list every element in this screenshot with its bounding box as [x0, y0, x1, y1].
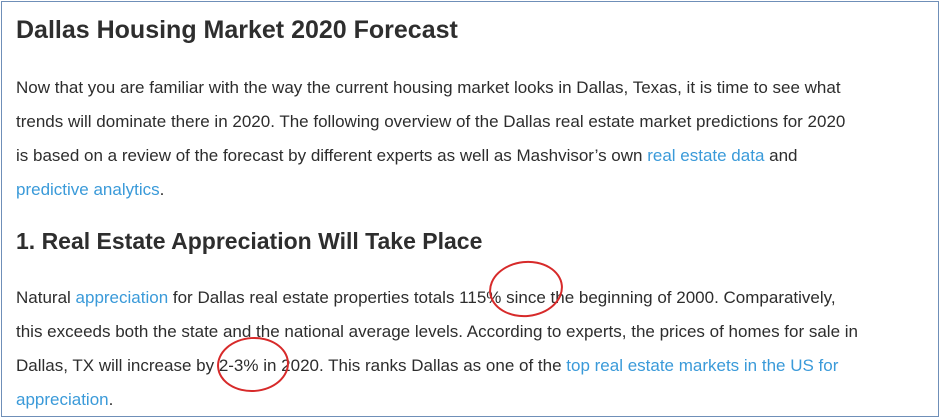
real-estate-data-link[interactable]: real estate data: [647, 146, 765, 165]
appreciation-link[interactable]: appreciation: [75, 288, 169, 307]
article-title: Dallas Housing Market 2020 Forecast: [16, 16, 458, 44]
appreciation-line-1-pre: Natural: [16, 288, 76, 307]
intro-line-3-tail: and: [764, 146, 798, 165]
intro-line-3: is based on a review of the forecast by …: [16, 139, 921, 173]
intro-line-2: trends will dominate there in 2020. The …: [16, 112, 846, 131]
appreciation-line-2: this exceeds both the state and the nati…: [16, 322, 858, 341]
intro-paragraph: Now that you are familiar with the way t…: [16, 71, 921, 207]
intro-line-1: Now that you are familiar with the way t…: [16, 78, 841, 97]
intro-line-4: predictive analytics.: [16, 173, 921, 207]
appreciation-line-4: appreciation.: [16, 383, 921, 417]
appreciation-line-1-text: for Dallas real estate properties totals…: [168, 288, 836, 307]
appreciation-line-4-tail: .: [108, 390, 114, 409]
section-heading-appreciation: 1. Real Estate Appreciation Will Take Pl…: [16, 228, 483, 254]
intro-line-3-text: is based on a review of the forecast by …: [16, 146, 648, 165]
predictive-analytics-link[interactable]: predictive analytics: [16, 180, 160, 199]
appreciation-line-3: Dallas, TX will increase by 2-3% in 2020…: [16, 349, 921, 383]
appreciation-line-1: Natural appreciation for Dallas real est…: [16, 281, 921, 315]
appreciation-link-2[interactable]: appreciation: [16, 390, 109, 409]
intro-line-4-tail: .: [159, 180, 165, 199]
top-real-estate-markets-link[interactable]: top real estate markets in the US for: [566, 356, 839, 375]
appreciation-line-3-text: Dallas, TX will increase by 2-3% in 2020…: [16, 356, 567, 375]
appreciation-paragraph: Natural appreciation for Dallas real est…: [16, 281, 921, 417]
